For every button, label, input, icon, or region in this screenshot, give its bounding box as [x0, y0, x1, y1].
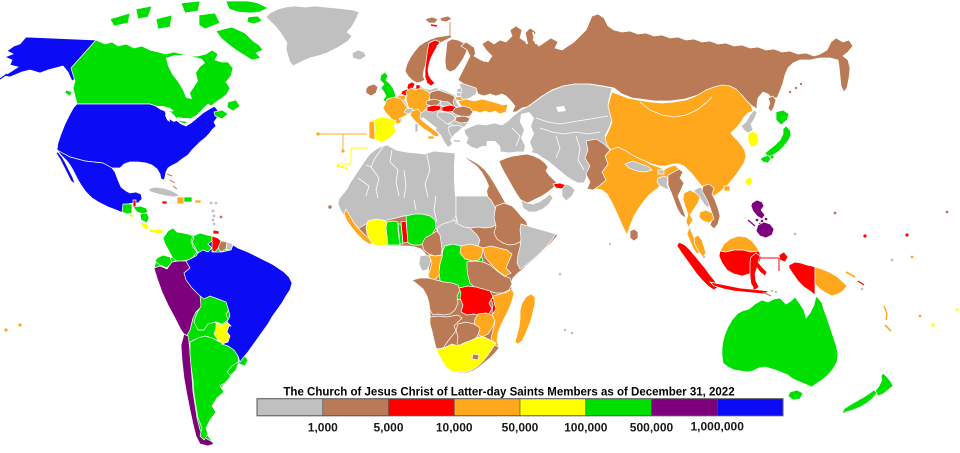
svg-text:5,000: 5,000 [373, 421, 403, 435]
svg-text:1,000,000: 1,000,000 [691, 420, 745, 434]
svg-text:100,000: 100,000 [564, 421, 608, 435]
svg-text:500,000: 500,000 [630, 421, 674, 435]
svg-text:10,000: 10,000 [436, 421, 473, 435]
svg-text:50,000: 50,000 [502, 421, 539, 435]
svg-text:The Church of Jesus Christ of: The Church of Jesus Christ of Latter-day… [283, 387, 734, 399]
svg-text:1,000: 1,000 [308, 421, 338, 435]
